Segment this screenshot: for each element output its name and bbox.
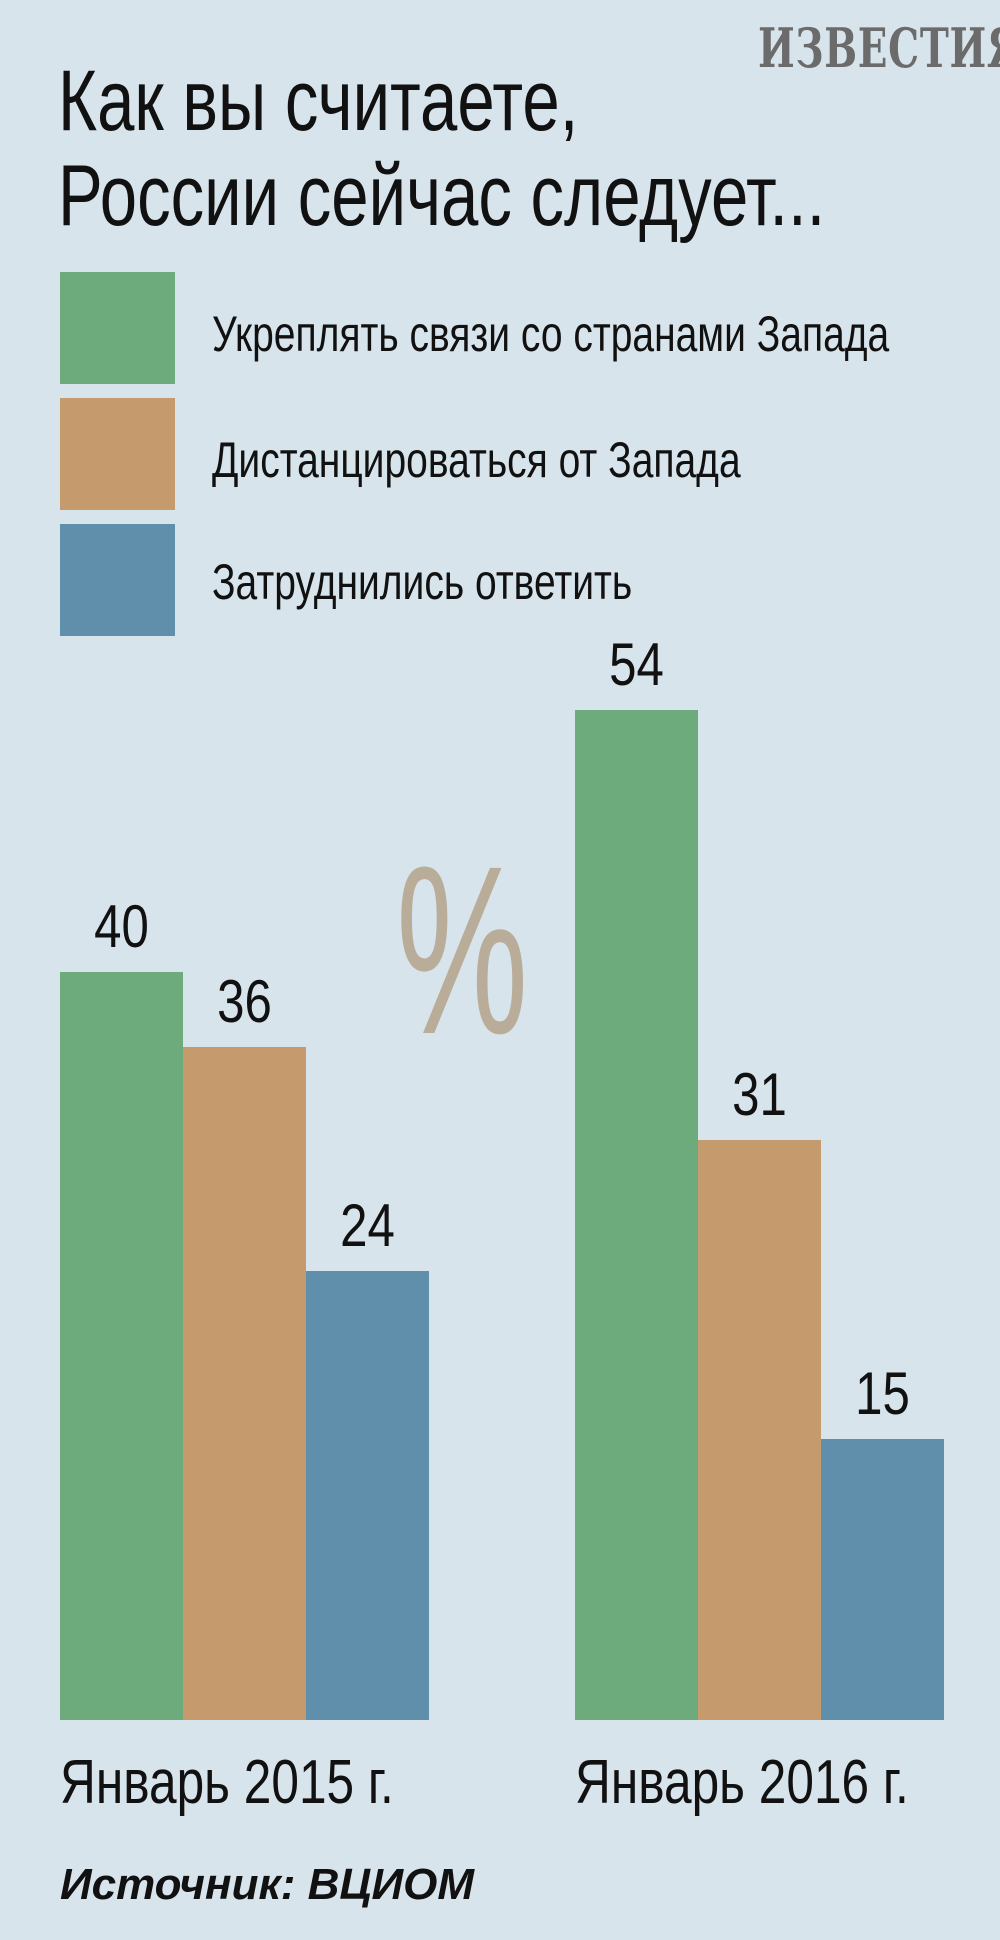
legend-swatch-undecided [60, 524, 175, 636]
legend-swatch-distance [60, 398, 175, 510]
bar-value-label: 54 [609, 631, 664, 698]
title-line-2: России сейчас следует... [58, 148, 826, 244]
legend-label-strengthen: Укреплять связи со странами Запада [212, 306, 890, 362]
chart-title: Как вы считаете, России сейчас следует..… [58, 53, 825, 244]
category-label: Январь 2015 г. [60, 1748, 394, 1817]
bar-value-label: 15 [855, 1360, 910, 1428]
logo: ИЗВЕСТИЯ [758, 16, 1000, 80]
bar-distance-2 [698, 1140, 821, 1720]
bar-strengthen-2 [575, 710, 698, 1720]
category-label: Январь 2016 г. [575, 1748, 909, 1817]
source-note: Источник: ВЦИОМ [60, 1860, 475, 1909]
legend-label-undecided: Затруднились ответить [212, 554, 633, 610]
bar-undecided-2 [821, 1439, 944, 1720]
bar-value-label: 31 [732, 1061, 787, 1129]
bar-value-label: 36 [217, 967, 272, 1035]
bar-strengthen-1 [60, 971, 183, 1720]
bar-distance-1 [183, 1046, 306, 1720]
bar-value-label: 24 [340, 1192, 395, 1260]
legend-label-distance: Дистанцироваться от Запада [212, 432, 741, 488]
title-line-1: Как вы считаете, [58, 53, 579, 149]
bar-value-label: 40 [94, 892, 149, 960]
legend-swatch-strengthen [60, 272, 175, 384]
bar-undecided-1 [306, 1271, 429, 1720]
percent-sign: % [396, 816, 529, 1084]
